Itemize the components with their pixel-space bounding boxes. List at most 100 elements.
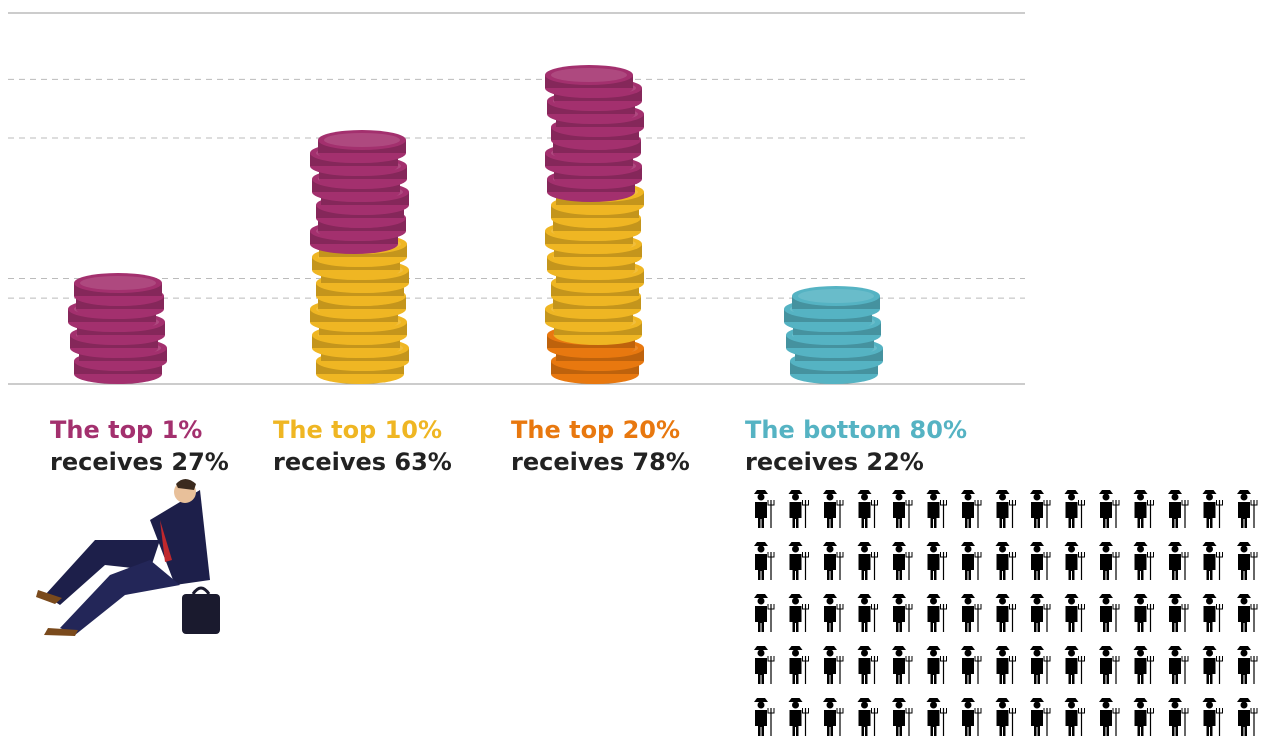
- farmer-icon: [1168, 646, 1188, 684]
- farmer-icon: [1203, 594, 1223, 632]
- farmer-icon: [892, 698, 912, 736]
- value-label: receives 27%: [50, 448, 229, 476]
- fork-tines: [1217, 656, 1223, 661]
- body: [928, 554, 940, 580]
- head: [930, 494, 937, 501]
- fork-tines: [1113, 656, 1119, 661]
- farmer-icon: [961, 646, 981, 684]
- body: [1100, 710, 1112, 736]
- fork-tines: [1182, 656, 1188, 661]
- body: [1204, 710, 1216, 736]
- farmer-icon: [858, 490, 878, 528]
- body: [824, 658, 836, 684]
- hat: [1237, 490, 1251, 494]
- farmer-icon: [1134, 646, 1154, 684]
- head: [965, 598, 972, 605]
- hat: [823, 698, 837, 702]
- fork-tines: [768, 500, 774, 505]
- fork-tines: [803, 656, 809, 661]
- fork-tines: [1182, 708, 1188, 713]
- hat: [1030, 698, 1044, 702]
- hat: [823, 490, 837, 494]
- body: [1100, 658, 1112, 684]
- head: [1103, 702, 1110, 709]
- body: [824, 502, 836, 528]
- fork-tines: [837, 708, 843, 713]
- hat: [892, 594, 906, 598]
- coin-shine: [551, 68, 627, 82]
- fork-tines: [837, 552, 843, 557]
- head: [1034, 546, 1041, 553]
- head: [1068, 650, 1075, 657]
- head: [1172, 546, 1179, 553]
- head: [792, 546, 799, 553]
- farmer-icon: [996, 698, 1016, 736]
- head: [1137, 598, 1144, 605]
- body: [755, 710, 767, 736]
- body: [997, 554, 1009, 580]
- farmer-icon: [1065, 594, 1085, 632]
- fork-tines: [872, 656, 878, 661]
- chart: The top 1%receives 27%The top 10%receive…: [0, 0, 1271, 738]
- hat: [892, 698, 906, 702]
- farmer-icon: [823, 646, 843, 684]
- farmer-icon: [892, 594, 912, 632]
- head: [1172, 598, 1179, 605]
- fork-tines: [1010, 604, 1016, 609]
- farmer-icon: [996, 542, 1016, 580]
- hat: [1065, 490, 1079, 494]
- farmer-icon: [892, 646, 912, 684]
- fork-tines: [941, 656, 947, 661]
- farmer-icon: [927, 542, 947, 580]
- fork-tines: [1182, 500, 1188, 505]
- body: [962, 710, 974, 736]
- body: [962, 606, 974, 632]
- hat: [1099, 646, 1113, 650]
- farmer-icon: [1237, 490, 1257, 528]
- farmer-icon: [1168, 542, 1188, 580]
- farmer-icon: [961, 594, 981, 632]
- body: [997, 710, 1009, 736]
- body: [1169, 554, 1181, 580]
- body: [859, 554, 871, 580]
- head: [861, 546, 868, 553]
- farmer-icon: [1030, 698, 1050, 736]
- fork-tines: [1113, 500, 1119, 505]
- body: [824, 606, 836, 632]
- coin-stack: [545, 65, 644, 384]
- head: [1241, 546, 1248, 553]
- fork-tines: [803, 552, 809, 557]
- body: [1204, 606, 1216, 632]
- hat: [1030, 542, 1044, 546]
- farmer-icon: [754, 646, 774, 684]
- farmer-grid: [754, 490, 1271, 736]
- fork-tines: [1251, 552, 1257, 557]
- head: [1206, 546, 1213, 553]
- fork-tines: [872, 604, 878, 609]
- body: [859, 710, 871, 736]
- hat: [789, 594, 803, 598]
- body: [1204, 502, 1216, 528]
- hat: [892, 542, 906, 546]
- body: [1066, 710, 1078, 736]
- fork-tines: [872, 708, 878, 713]
- body: [997, 606, 1009, 632]
- fork-tines: [768, 708, 774, 713]
- body: [1238, 658, 1250, 684]
- hat: [961, 594, 975, 598]
- farmer-icon: [858, 646, 878, 684]
- body: [893, 658, 905, 684]
- head: [792, 650, 799, 657]
- hat: [892, 490, 906, 494]
- fork-tines: [768, 552, 774, 557]
- farmer-icon: [823, 490, 843, 528]
- head: [965, 546, 972, 553]
- fork-tines: [941, 500, 947, 505]
- head: [1034, 702, 1041, 709]
- farmer-icon: [789, 698, 809, 736]
- head: [999, 598, 1006, 605]
- head: [1206, 702, 1213, 709]
- body: [755, 606, 767, 632]
- hat: [754, 594, 768, 598]
- hat: [1099, 542, 1113, 546]
